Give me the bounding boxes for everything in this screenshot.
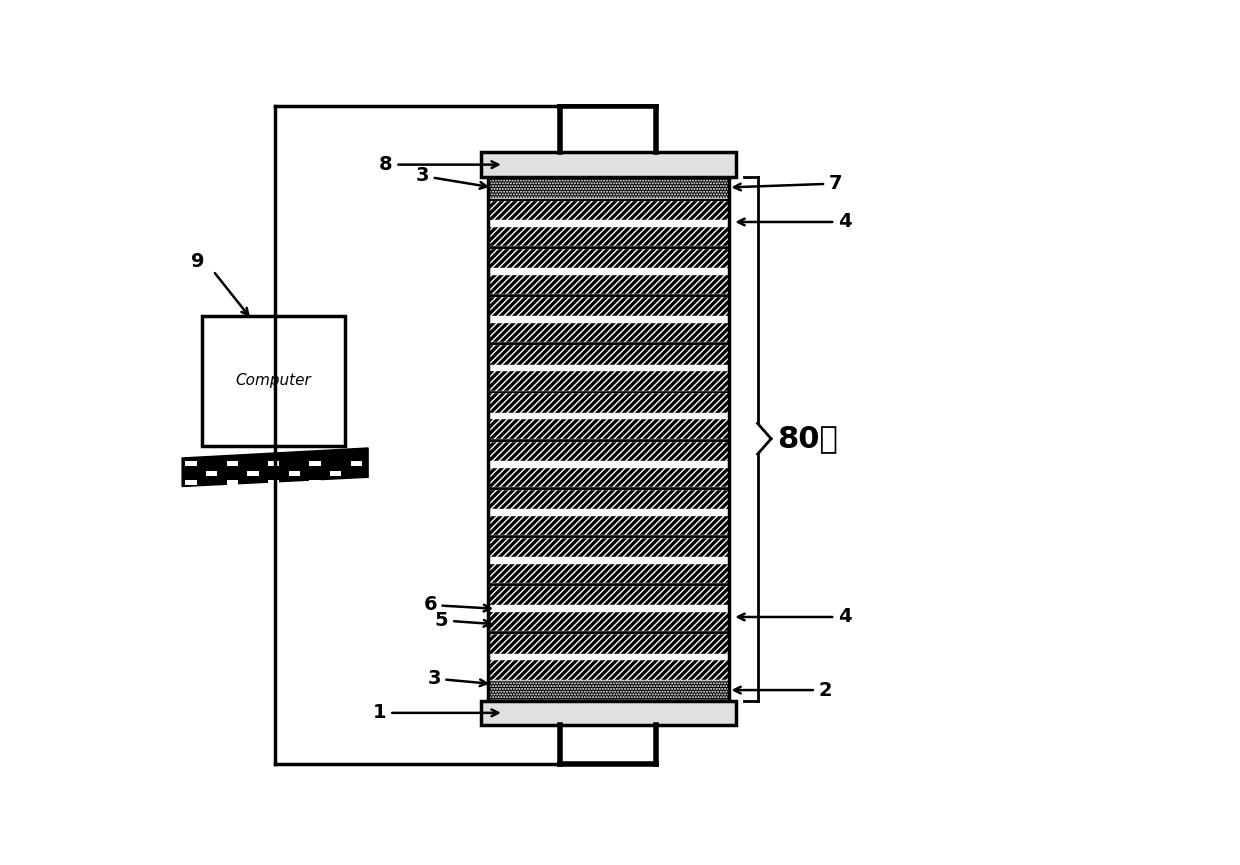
Bar [489, 654, 729, 660]
Bar [489, 177, 729, 198]
Text: 9: 9 [191, 253, 205, 271]
Bar [489, 420, 729, 439]
Bar [481, 152, 737, 177]
Bar [351, 461, 362, 466]
Bar [489, 177, 729, 701]
Text: 1: 1 [373, 703, 498, 722]
Bar [489, 371, 729, 391]
Bar [489, 680, 729, 701]
Text: 7: 7 [734, 174, 842, 193]
Bar [268, 461, 279, 466]
Bar [489, 538, 729, 557]
Bar [268, 480, 279, 485]
Text: 80组: 80组 [777, 424, 838, 453]
Bar [489, 198, 729, 201]
Bar [489, 317, 729, 324]
Bar [489, 439, 729, 442]
Bar [489, 391, 729, 394]
Bar [201, 316, 345, 446]
Text: 4: 4 [738, 607, 852, 626]
Text: 6: 6 [423, 595, 491, 614]
Bar [489, 516, 729, 535]
Bar [489, 564, 729, 583]
Bar [489, 413, 729, 420]
Polygon shape [182, 448, 368, 486]
Bar [227, 461, 238, 466]
Text: 8: 8 [379, 155, 498, 174]
Bar [489, 364, 729, 371]
Bar [489, 660, 729, 680]
Bar [309, 480, 321, 485]
Bar [489, 227, 729, 246]
Bar [489, 468, 729, 487]
Text: 4: 4 [738, 213, 852, 232]
Bar [489, 177, 729, 198]
Bar [351, 480, 362, 485]
Bar [489, 583, 729, 586]
Bar [206, 471, 217, 476]
Bar [489, 220, 729, 227]
Bar [289, 471, 300, 476]
Bar [489, 246, 729, 249]
Bar [481, 701, 737, 725]
Bar [489, 345, 729, 364]
Bar [489, 201, 729, 220]
Text: 3: 3 [415, 166, 486, 189]
Bar [489, 461, 729, 468]
Bar [489, 680, 729, 701]
Bar [489, 442, 729, 461]
Bar [185, 480, 197, 485]
Bar [489, 606, 729, 612]
Bar [489, 490, 729, 509]
Bar [489, 586, 729, 606]
Bar [489, 394, 729, 413]
Bar [185, 461, 197, 466]
Bar [489, 249, 729, 268]
Text: 5: 5 [435, 611, 491, 630]
Bar [489, 275, 729, 294]
Text: 2: 2 [734, 681, 832, 700]
Bar [247, 471, 259, 476]
Bar [489, 557, 729, 564]
Bar [489, 612, 729, 631]
Bar [489, 343, 729, 345]
Bar [489, 634, 729, 654]
Bar [489, 487, 729, 490]
Bar [489, 177, 729, 701]
Bar [227, 480, 238, 485]
Text: 3: 3 [428, 669, 486, 688]
Bar [489, 631, 729, 634]
Bar [489, 294, 729, 297]
Bar [489, 509, 729, 516]
Bar [489, 535, 729, 538]
Bar [309, 461, 321, 466]
Bar [489, 324, 729, 343]
Bar [489, 268, 729, 275]
Text: Computer: Computer [236, 374, 311, 388]
Bar [489, 297, 729, 317]
Bar [330, 471, 341, 476]
